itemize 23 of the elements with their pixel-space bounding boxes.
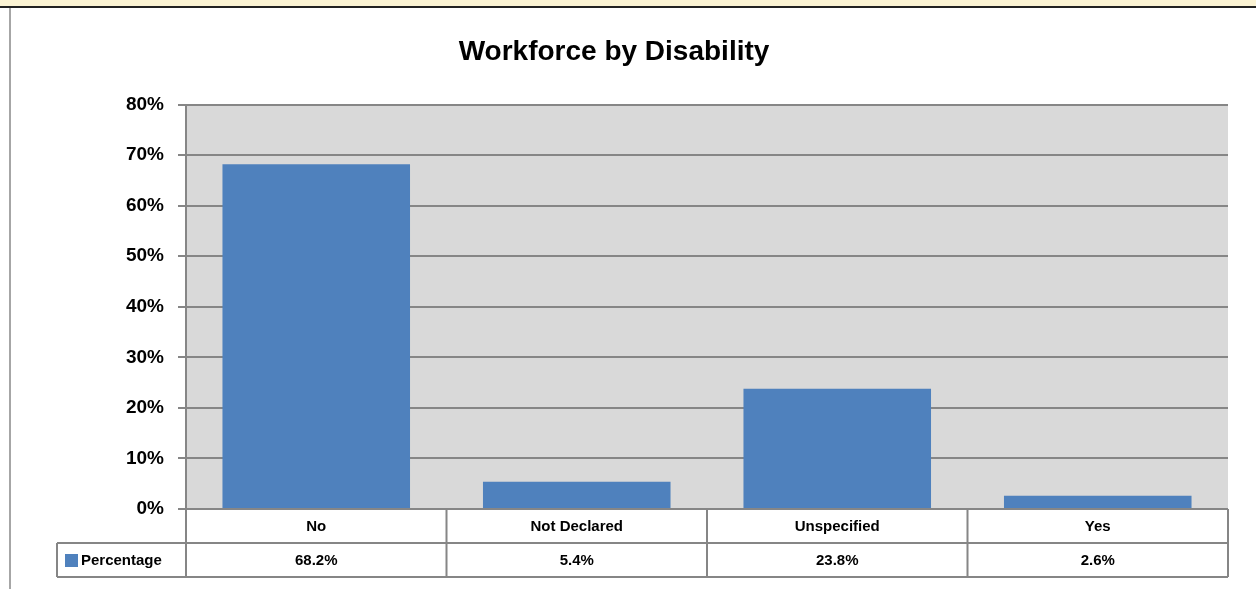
data-label: 2.6% [1080, 551, 1115, 569]
y-tick-label: 30% [125, 345, 165, 367]
x-tick-label: No [306, 517, 327, 535]
chart-title: Workforce by Disability [458, 34, 770, 66]
y-tick-label: 60% [125, 193, 165, 215]
legend-label: Percentage [81, 551, 162, 569]
y-tick-label: 50% [125, 244, 165, 266]
bar [1003, 495, 1192, 508]
x-tick-label: Not Declared [530, 517, 624, 535]
x-tick-label: Yes [1084, 517, 1111, 535]
data-label: 68.2% [294, 551, 338, 569]
y-tick-label: 80% [125, 92, 165, 114]
y-tick-label: 20% [125, 396, 165, 418]
y-tick-label: 40% [125, 295, 165, 317]
data-label: 5.4% [559, 551, 594, 569]
data-label: 23.8% [815, 551, 859, 569]
x-tick-label: Unspecified [794, 517, 880, 535]
y-tick-label: 0% [136, 497, 165, 519]
y-tick-label: 70% [125, 143, 165, 165]
y-tick-label: 10% [125, 446, 165, 468]
bar [482, 481, 671, 508]
bar [743, 388, 932, 508]
bar [222, 164, 411, 508]
